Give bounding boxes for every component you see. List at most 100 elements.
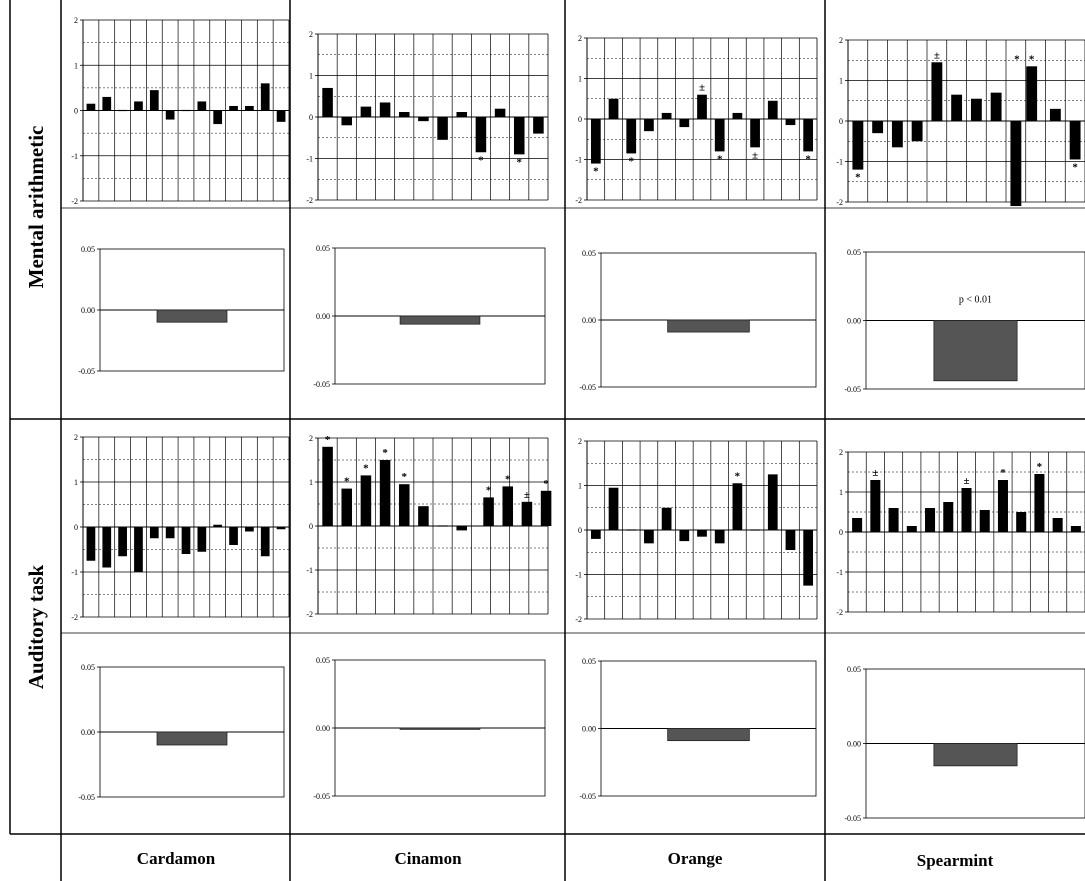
row-label-auditory-task: Auditory task xyxy=(24,565,48,690)
bar xyxy=(494,108,506,117)
bar xyxy=(785,119,796,126)
bar xyxy=(970,98,982,121)
significance-mark: ± xyxy=(934,49,940,61)
bar xyxy=(276,110,286,122)
bar xyxy=(714,119,725,152)
significance-mark: ± xyxy=(524,489,530,501)
significance-mark: * xyxy=(543,478,549,490)
y-tick-label: 0.05 xyxy=(847,248,861,257)
bar xyxy=(165,527,175,539)
mean-bar xyxy=(156,309,228,323)
y-tick-label: 0.05 xyxy=(81,663,95,672)
y-tick-label: 1 xyxy=(839,77,843,86)
y-tick-label: 2 xyxy=(839,448,843,457)
y-tick-label: 2 xyxy=(309,434,313,443)
bar xyxy=(456,526,468,531)
bar xyxy=(961,488,972,532)
bar xyxy=(213,524,223,527)
y-tick-label: 1 xyxy=(839,488,843,497)
y-tick-label: 1 xyxy=(578,482,582,491)
bar xyxy=(134,101,143,111)
y-tick-label: 0 xyxy=(839,117,843,126)
y-tick-label: -1 xyxy=(306,566,313,575)
y-tick-label: -0.05 xyxy=(844,814,861,823)
chart-12: -2 -1 0 1 2 ± ± * * xyxy=(836,448,1085,617)
bar xyxy=(888,508,899,532)
bar xyxy=(181,527,191,554)
bar xyxy=(437,117,448,140)
bar xyxy=(475,117,487,153)
y-tick-label: -1 xyxy=(71,152,78,161)
y-tick-label: 1 xyxy=(309,478,313,487)
y-tick-label: -0.05 xyxy=(78,367,95,376)
bar xyxy=(1010,121,1022,207)
y-tick-label: 0.05 xyxy=(316,656,330,665)
significance-mark: * xyxy=(382,447,388,459)
y-tick-label: 2 xyxy=(578,34,582,43)
y-tick-label: -2 xyxy=(836,608,843,617)
chart-11: -2 -1 0 1 2 * xyxy=(575,437,818,624)
y-tick-label: 0.05 xyxy=(316,244,330,253)
bar xyxy=(626,119,637,154)
y-tick-label: 0.00 xyxy=(847,740,861,749)
significance-mark: ± xyxy=(699,82,705,94)
y-tick-label: 0 xyxy=(839,528,843,537)
y-tick-label: -2 xyxy=(71,613,78,622)
bar xyxy=(750,529,760,531)
y-tick-label: -1 xyxy=(306,155,313,164)
mean-bar xyxy=(933,743,1018,767)
bar xyxy=(229,527,238,545)
bar xyxy=(852,518,863,532)
mean-bar xyxy=(399,315,481,325)
bar xyxy=(644,119,654,132)
bar xyxy=(149,90,159,111)
y-tick-label: 0 xyxy=(309,113,313,122)
significance-mark: ± xyxy=(752,149,758,161)
bar xyxy=(785,530,796,551)
significance-mark: * xyxy=(363,462,369,474)
bar xyxy=(1016,512,1027,532)
y-tick-label: 2 xyxy=(309,30,313,39)
bar xyxy=(521,501,533,526)
bar xyxy=(590,119,601,164)
significance-mark: * xyxy=(1037,461,1043,473)
y-tick-label: -2 xyxy=(575,196,582,205)
bar xyxy=(533,117,544,134)
p-value-annotation: p < 0.01 xyxy=(959,295,992,306)
significance-mark: * xyxy=(1072,161,1078,173)
y-tick-label: 0.05 xyxy=(582,249,596,258)
y-tick-label: 2 xyxy=(74,16,78,25)
bar xyxy=(1069,121,1081,160)
bar xyxy=(697,530,707,537)
y-tick-label: 0.05 xyxy=(582,657,596,666)
col-label-spearmint: Spearmint xyxy=(917,851,994,870)
bar xyxy=(197,101,207,111)
bar xyxy=(360,475,372,526)
bar xyxy=(679,530,690,542)
col-label-cinamon: Cinamon xyxy=(394,849,462,868)
mean-bar xyxy=(156,731,228,746)
y-tick-label: 0.00 xyxy=(316,312,330,321)
mean-bar xyxy=(667,728,750,742)
y-tick-label: 0.00 xyxy=(847,317,861,326)
bar xyxy=(1052,518,1063,532)
bar xyxy=(870,480,881,532)
y-tick-label: -2 xyxy=(306,196,313,205)
y-tick-label: 0 xyxy=(74,107,78,116)
significance-mark: * xyxy=(855,172,861,184)
significance-mark: * xyxy=(517,156,523,168)
y-tick-label: 0 xyxy=(309,522,313,531)
significance-mark: * xyxy=(805,153,811,165)
chart-16: -0.05 0.00 0.05 xyxy=(844,665,1085,823)
mean-bar xyxy=(399,727,481,730)
bar xyxy=(852,121,864,170)
y-tick-label: 0.00 xyxy=(316,724,330,733)
y-tick-label: 0.05 xyxy=(81,245,95,254)
bar xyxy=(803,530,814,586)
significance-mark: * xyxy=(1029,53,1035,65)
y-tick-label: 0 xyxy=(578,115,582,124)
bar xyxy=(732,483,743,530)
chart-2: -2 -1 0 1 2 * * xyxy=(306,30,549,205)
bar xyxy=(437,525,448,527)
